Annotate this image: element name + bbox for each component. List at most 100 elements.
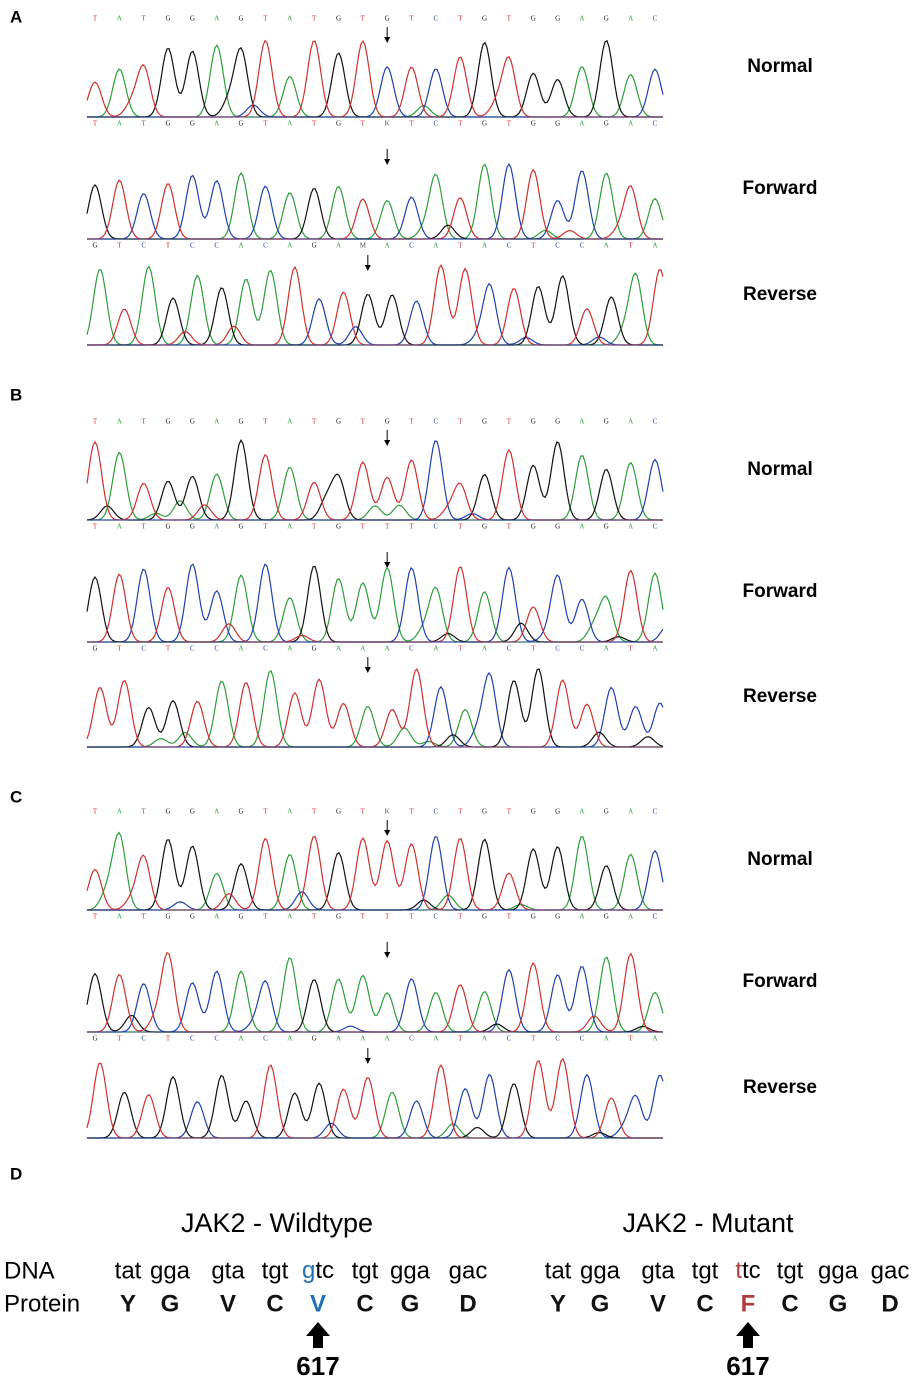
track-label: Normal (747, 459, 812, 480)
base-letter: A (604, 645, 609, 653)
base-letter: T (458, 418, 463, 426)
base-letter: T (361, 120, 366, 128)
base-letter: T (507, 120, 512, 128)
amino-acid: G (591, 1290, 610, 1317)
base-letter: T (409, 418, 414, 426)
base-letter: G (555, 15, 560, 23)
codon: gga (580, 1257, 621, 1284)
codon: gta (211, 1257, 245, 1284)
base-letter: T (458, 645, 463, 653)
base-letter: A (214, 523, 219, 531)
codon: tat (115, 1257, 142, 1284)
base-letter: G (239, 418, 244, 426)
base-letter: G (166, 808, 171, 816)
base-letter: A (628, 120, 633, 128)
base-letter: K (385, 808, 390, 816)
base-letter: C (434, 523, 439, 531)
codon: tgt (777, 1257, 804, 1284)
base-letter: A (579, 808, 584, 816)
base-letter: C (409, 645, 414, 653)
base-letter: T (361, 15, 366, 23)
trace (87, 45, 663, 117)
base-letter: A (482, 645, 487, 653)
base-letter: T (385, 523, 390, 531)
base-letter: G (336, 913, 341, 921)
track-label: Reverse (743, 1077, 817, 1098)
base-letter: T (142, 418, 147, 426)
base-letter: C (141, 242, 146, 250)
base-letter: T (93, 913, 98, 921)
codon: tat (545, 1257, 572, 1284)
base-letter: G (482, 418, 487, 426)
base-letter: A (482, 242, 487, 250)
base-letter: T (312, 913, 317, 921)
base-letter: G (239, 15, 244, 23)
base-letter: A (117, 120, 122, 128)
base-letter: T (263, 15, 268, 23)
position-label: 617 (296, 1351, 339, 1381)
base-letter: C (653, 808, 658, 816)
base-letter: C (507, 1035, 512, 1043)
base-letter: G (166, 120, 171, 128)
base-letter: A (579, 913, 584, 921)
base-letter: C (580, 242, 585, 250)
base-letter: T (458, 15, 463, 23)
section-title: JAK2 - Wildtype (181, 1208, 373, 1238)
base-letter: T (361, 913, 366, 921)
base-letter: C (653, 418, 658, 426)
base-letter: A (336, 1035, 341, 1043)
arrow-head (384, 562, 390, 568)
base-letter: A (117, 808, 122, 816)
trace (87, 67, 663, 117)
base-letter: C (409, 242, 414, 250)
amino-acid: C (266, 1290, 283, 1317)
base-letter: C (214, 1035, 219, 1043)
base-letter: A (336, 645, 341, 653)
track-label: Normal (747, 56, 812, 77)
base-letter: A (287, 913, 292, 921)
base-letter: T (458, 120, 463, 128)
base-letter: C (653, 913, 658, 921)
amino-acid: C (356, 1290, 373, 1317)
trace (87, 567, 663, 642)
track-label: Reverse (743, 284, 817, 305)
base-letter: T (93, 120, 98, 128)
amino-acid: V (310, 1290, 326, 1317)
codon-rest: tc (742, 1257, 761, 1284)
base-letter: G (239, 913, 244, 921)
amino-acid: G (161, 1290, 180, 1317)
track-label: Reverse (743, 686, 817, 707)
base-letter: A (117, 418, 122, 426)
base-letter: G (336, 418, 341, 426)
base-letter: G (336, 120, 341, 128)
base-letter: G (312, 242, 317, 250)
base-letter: A (360, 645, 365, 653)
base-letter: T (312, 120, 317, 128)
amino-acid: C (781, 1290, 798, 1317)
codon: gtc (302, 1257, 334, 1284)
trace (87, 671, 663, 747)
trace (87, 265, 663, 345)
base-letter: A (214, 15, 219, 23)
base-letter: A (214, 808, 219, 816)
base-letter: C (263, 645, 268, 653)
base-letter: T (507, 913, 512, 921)
base-letter: G (239, 808, 244, 816)
base-letter: G (604, 120, 609, 128)
arrow-head (384, 159, 390, 165)
base-letter: A (652, 242, 657, 250)
base-letter: A (385, 1035, 390, 1043)
base-letter: G (312, 645, 317, 653)
base-letter: G (604, 15, 609, 23)
base-letter: G (531, 913, 536, 921)
base-letter: M (360, 242, 367, 250)
base-letter: A (579, 15, 584, 23)
base-letter: A (287, 120, 292, 128)
base-letter: A (652, 645, 657, 653)
base-letter: G (482, 808, 487, 816)
base-letter: G (166, 418, 171, 426)
track-label: Normal (747, 849, 812, 870)
codon: gac (871, 1257, 910, 1284)
base-letter: G (555, 120, 560, 128)
amino-acid: Y (120, 1290, 136, 1317)
